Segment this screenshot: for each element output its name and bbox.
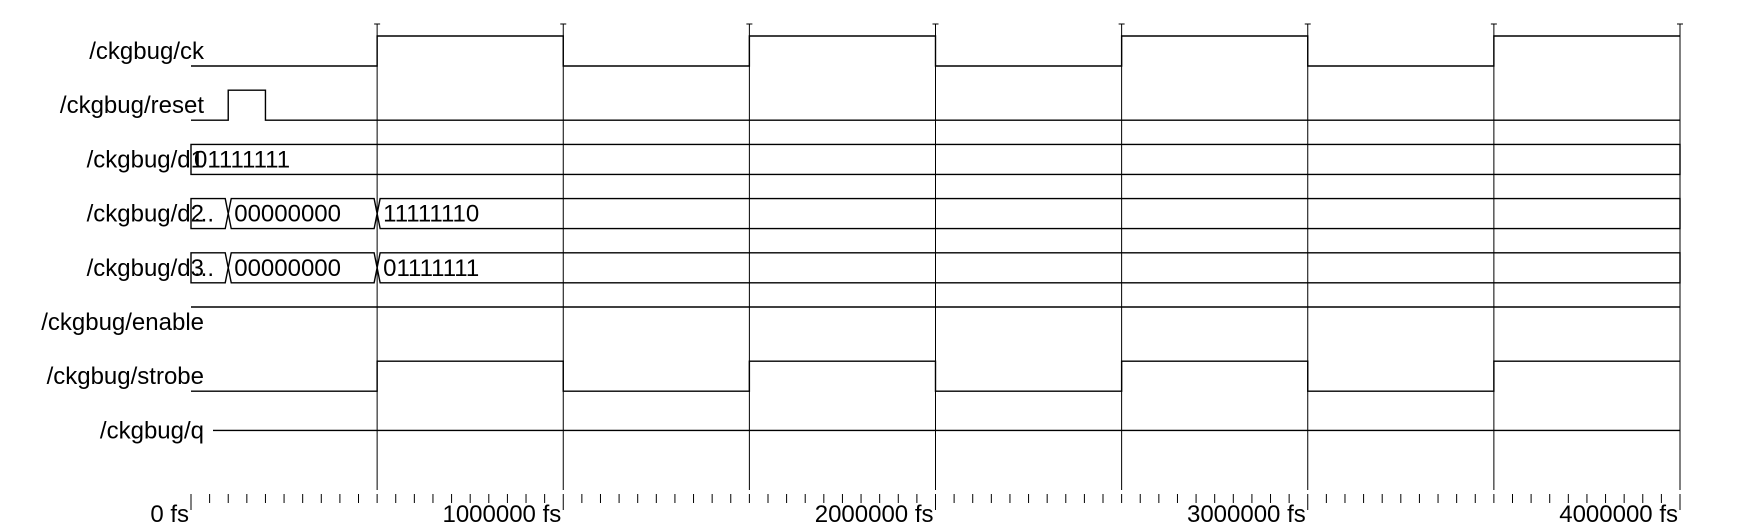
trace-line-reset — [191, 89, 1680, 121]
signal-name-d1: /ckgbug/d1 — [87, 146, 204, 173]
ruler-label: 3000000 fs — [1187, 501, 1306, 528]
trace-line-strobe — [191, 360, 1680, 392]
signal-name-d3: /ckgbug/d3 — [87, 255, 204, 282]
bus-value-d3: ... — [194, 255, 214, 282]
trace-ck — [191, 35, 1680, 67]
signal-name-enable: /ckgbug/enable — [41, 309, 204, 336]
trace-d1: 01111111 — [190, 143, 1681, 176]
time-ruler: 0 fs 1000000 fs 2000000 fs 3000000 fs 400000… — [150, 494, 1681, 528]
trace-reset — [191, 89, 1680, 121]
ruler-label: 1000000 fs — [442, 501, 561, 528]
bus-value-d2: 11111110 — [383, 201, 479, 228]
bus-value-d1: 01111111 — [194, 146, 290, 173]
trace-line-ck — [191, 35, 1680, 67]
bus-value-d2: ... — [194, 201, 214, 228]
bus-segment-d1 — [190, 143, 1681, 176]
bus-value-d2: 00000000 — [234, 201, 341, 228]
signal-name-ck: /ckgbug/ck — [89, 38, 205, 65]
trace-d3: ... 00000000 01111111 — [190, 252, 1681, 284]
bus-segment-d3 — [376, 252, 1681, 284]
signal-traces: 01111111... 00000000 11111110... 00000000 01… — [190, 35, 1681, 432]
signal-name-strobe: /ckgbug/strobe — [47, 363, 204, 390]
ruler-label: 4000000 fs — [1559, 501, 1678, 528]
trace-strobe — [191, 360, 1680, 392]
bus-value-d3: 00000000 — [234, 255, 341, 282]
bus-segment-d2 — [376, 197, 1681, 230]
ruler-label: 0 fs — [150, 501, 189, 528]
signal-name-reset: /ckgbug/reset — [60, 92, 204, 119]
signal-name-q: /ckgbug/q — [100, 417, 204, 444]
signal-name-column: /ckgbug/ck/ckgbug/reset/ckgbug/d1/ckgbug… — [41, 38, 205, 444]
bus-value-d3: 01111111 — [383, 255, 479, 282]
ruler-label: 2000000 fs — [815, 501, 934, 528]
signal-name-d2: /ckgbug/d2 — [87, 201, 204, 228]
trace-d2: ... 00000000 11111110 — [190, 197, 1681, 230]
